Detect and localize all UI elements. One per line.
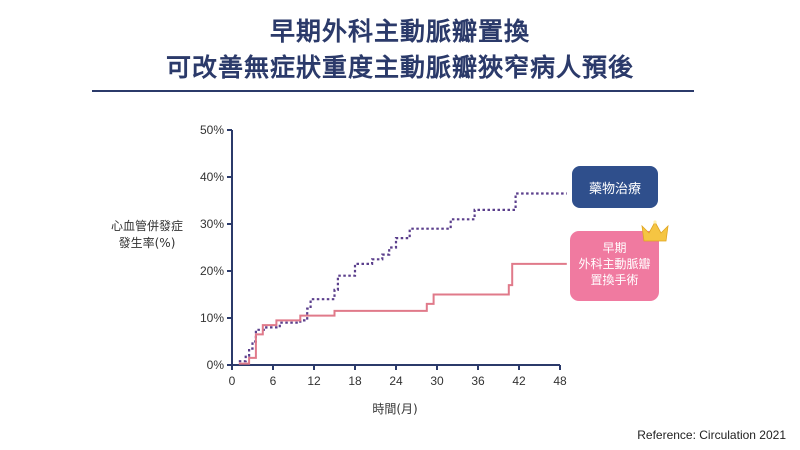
x-tick-label: 36 xyxy=(471,374,485,388)
title-line-2: 可改善無症狀重度主動脈瓣狹窄病人預後 xyxy=(165,53,634,82)
y-tick-label: 50% xyxy=(200,123,224,137)
reference-note: Reference: Circulation 2021 xyxy=(637,428,786,442)
crown-icon xyxy=(641,220,669,242)
y-tick-label: 20% xyxy=(200,264,224,278)
title-divider xyxy=(92,90,694,92)
surgery-series-line xyxy=(238,262,567,365)
x-tick-label: 6 xyxy=(270,374,277,388)
title-block: 早期外科主動脈瓣置換 可改善無症狀重度主動脈瓣狹窄病人預後 xyxy=(0,14,800,86)
crown-jewel xyxy=(653,220,657,224)
legend-surgery-label: 早期 xyxy=(602,241,626,255)
x-tick-label: 0 xyxy=(229,374,236,388)
legend-surgery-label: 置換手術 xyxy=(590,273,638,287)
series-group xyxy=(238,192,567,365)
legend-medication-label: 藥物治療 xyxy=(589,182,641,197)
y-tick-label: 10% xyxy=(200,311,224,325)
x-axis-label: 時間(月) xyxy=(372,402,417,416)
y-tick-label: 30% xyxy=(200,217,224,231)
medication-series-line xyxy=(238,192,567,363)
y-axis-label-line: 發生率(%) xyxy=(119,235,176,250)
title-line-1: 早期外科主動脈瓣置換 xyxy=(269,17,530,46)
x-tick-label: 42 xyxy=(512,374,526,388)
y-tick-label: 40% xyxy=(200,170,224,184)
ticks: 0% 10% 20% 30% 40% 50% 0 6 12 18 24 30 36 42 48 xyxy=(200,123,567,388)
x-tick-label: 48 xyxy=(553,374,567,388)
x-tick-label: 18 xyxy=(348,374,362,388)
x-tick-label: 24 xyxy=(389,374,403,388)
y-axis-label-line: 心血管併發症 xyxy=(111,218,183,233)
crown-shape xyxy=(641,221,669,242)
legend-surgery-box xyxy=(570,231,659,301)
x-tick-label: 12 xyxy=(307,374,321,388)
x-tick-label: 30 xyxy=(430,374,444,388)
y-tick-label: 0% xyxy=(207,358,225,372)
legend-medication-box xyxy=(572,166,658,208)
legend-surgery-label: 外科主動脈瓣 xyxy=(578,257,650,271)
